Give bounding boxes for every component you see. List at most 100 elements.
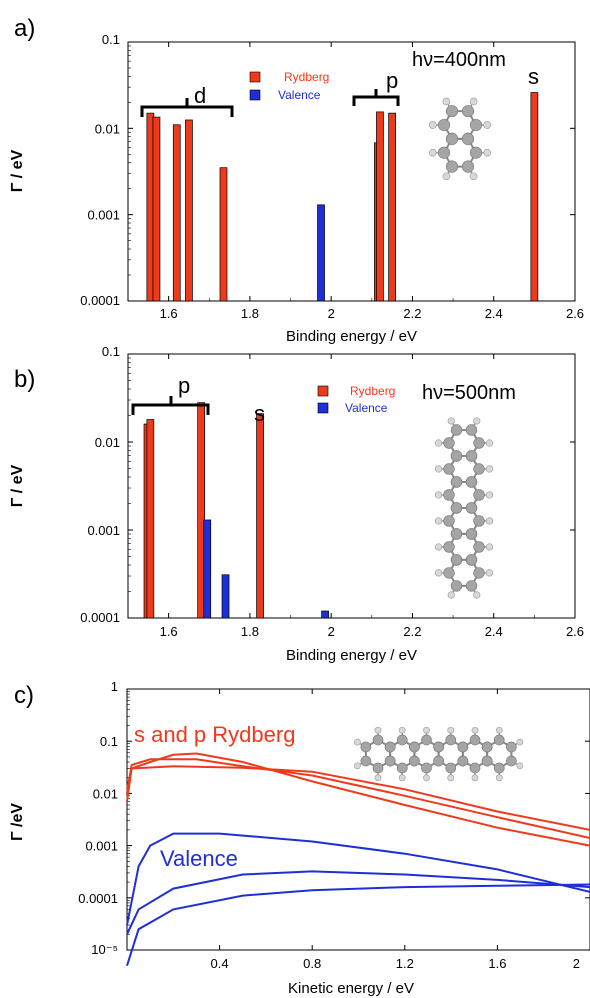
carbon-atom [469,762,481,774]
carbon-atom [469,118,483,132]
x-tick-label: 1.2 [396,956,414,971]
hydrogen-atom [471,726,479,734]
x-tick-label: 2.2 [403,624,421,639]
bar-valence [203,519,212,619]
hydrogen-atom [398,774,406,782]
plot-frame [126,688,590,951]
y-axis-title: Γ / eV [9,464,26,507]
hydrogen-atom [469,172,478,181]
hydrogen-atom [469,97,478,106]
carbon-atom [465,476,478,488]
hydrogen-atom [483,121,492,129]
series-line-valence [126,832,590,926]
carbon-atom [450,476,463,488]
hydrogen-atom [447,591,455,599]
annotation-valence: Valence [160,846,238,871]
hydrogen-atom [442,172,451,181]
y-tick-label: 0.0001 [80,610,120,625]
carbon-atom [409,755,420,767]
carbon-atom [473,489,485,501]
hydrogen-atom [434,439,443,447]
x-tick-label: 2.6 [566,624,584,639]
carbon-atom [372,734,384,746]
carbon-atom [473,437,485,449]
bar-valence [221,574,230,619]
carbon-atom [473,515,485,527]
carbon-atom [384,741,396,753]
x-tick-label: 2 [328,624,335,639]
legend-swatch-valence [317,402,329,414]
legend-label-valence: Valence [345,401,388,415]
hydrogen-atom [374,774,382,782]
plot-frame [127,353,576,619]
legend-label-rydberg: Rydberg [350,384,395,398]
hydrogen-atom [442,97,451,106]
annotation-rydberg: s and p Rydberg [134,722,295,747]
x-axis-title: Binding energy / eV [286,328,417,345]
y-tick-label: 1 [111,679,118,694]
hydrogen-atom [485,439,494,447]
hydrogen-atom [447,417,455,425]
carbon-atom [433,755,444,767]
bar-rydberg [219,167,228,302]
annotation-wavelength: hν=500nm [422,382,516,404]
carbon-atom [461,105,475,118]
bracket-d [140,98,234,117]
panel-label: b) [14,366,35,393]
annotation-p: p [386,68,398,93]
panel-label: c) [14,682,34,709]
carbon-atom [396,762,408,774]
hydrogen-atom [423,726,430,734]
carbon-atom [450,528,463,540]
panel-a: a) Γ / eV Binding energy / eV 0.0001 0.001 0.… [9,15,584,345]
x-axis-title: Binding energy / eV [286,647,417,664]
x-tick-label: 1.6 [160,306,178,321]
carbon-atom [465,528,478,540]
carbon-atom [506,755,517,767]
hydrogen-atom [473,417,481,425]
bracket-p [352,89,400,106]
hydrogen-atom [354,762,361,770]
carbon-atom [457,755,469,767]
hydrogen-atom [434,543,443,551]
hydrogen-atom [485,543,494,551]
bar-rydberg [197,402,205,619]
carbon-atom [409,741,420,753]
plot-frame [127,41,576,302]
hydrogen-atom [447,726,455,734]
x-tick-label: 2.2 [403,306,421,321]
hydrogen-atom [428,121,437,129]
annotation-s: s [528,64,539,89]
y-tick-label: 0.001 [87,523,120,538]
carbon-atom [450,502,463,514]
carbon-atom [421,762,432,774]
hydrogen-atom [516,762,524,770]
y-tick-label: 0.0001 [80,293,120,308]
hydrogen-atom [354,738,361,746]
molecule-pentacene-horizontal [354,726,524,782]
carbon-atom [360,755,372,767]
legend-swatch-rydberg [317,385,329,397]
bar-rydberg [530,92,539,302]
panel-b: b) Γ / eV Binding energy / eV 0.0001 0.001 0.… [9,344,584,664]
x-tick-label: 0.4 [211,956,229,971]
bar-valence [317,204,325,302]
hydrogen-atom [434,491,443,499]
carbon-atom [457,741,469,753]
carbon-atom [469,146,483,159]
y-tick-label: 10⁻⁵ [91,942,118,957]
hydrogen-atom [434,569,443,577]
carbon-atom [450,424,463,436]
carbon-atom [443,463,455,475]
hydrogen-atom [485,465,494,473]
carbon-atom [450,554,463,566]
hydrogen-atom [495,774,503,782]
carbon-atom [493,762,505,774]
hydrogen-atom [485,491,494,499]
hydrogen-atom [374,726,382,734]
hydrogen-atom [471,774,479,782]
carbon-atom [443,489,455,501]
bar-rydberg [256,413,264,619]
x-tick-label: 2.4 [485,624,503,639]
molecule-pentacene [434,417,494,599]
